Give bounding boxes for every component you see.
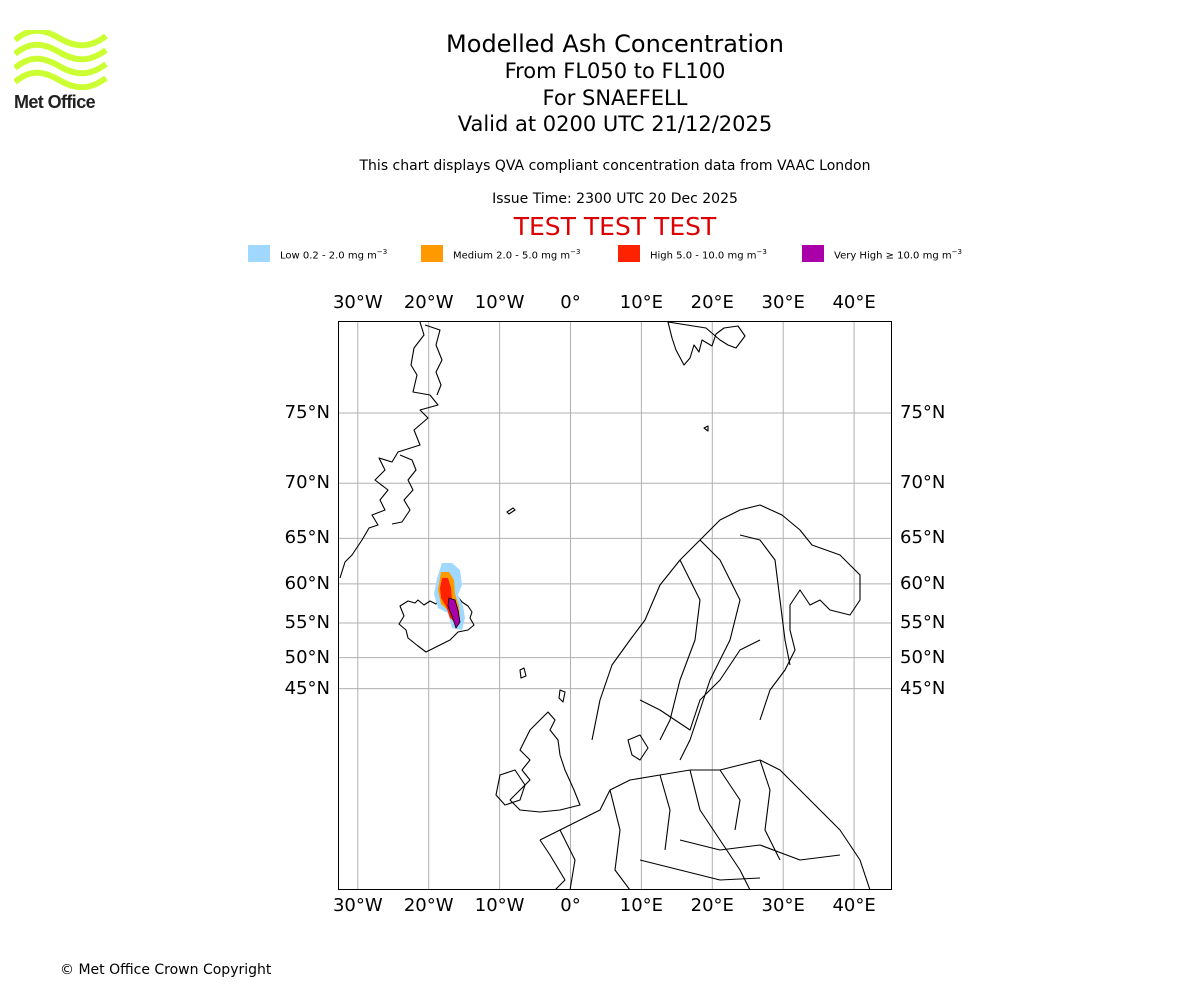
longitude-tick-label: 30°W xyxy=(332,292,383,313)
europe-coast xyxy=(539,759,871,890)
legend-swatch xyxy=(421,245,443,262)
bear-island xyxy=(703,425,709,432)
flight-level-range: From FL050 to FL100 xyxy=(504,59,726,83)
longitude-tick-label: 40°E xyxy=(832,292,876,313)
latitude-tick-label: 65°N xyxy=(900,527,946,549)
legend-label: High 5.0 - 10.0 mg m−3 xyxy=(650,248,767,262)
legend-swatch xyxy=(248,245,270,262)
longitude-tick-label: 30°W xyxy=(332,895,383,916)
issue-time: Issue Time: 2300 UTC 20 Dec 2025 xyxy=(492,191,738,207)
latitude-tick-label: 75°N xyxy=(900,402,946,423)
europe-borders xyxy=(559,759,841,890)
chart-title: Modelled Ash Concentration xyxy=(446,30,784,58)
ash-very-high xyxy=(447,597,461,629)
sweden-finland-border xyxy=(679,539,741,761)
qva-subtitle: This chart displays QVA compliant concen… xyxy=(359,158,871,174)
volcano-name: For SNAEFELL xyxy=(542,85,688,110)
latitude-tick-label: 50°N xyxy=(900,646,946,668)
great-britain xyxy=(509,711,581,813)
longitude-tick-label: 30°E xyxy=(761,895,805,916)
logo-text: Met Office xyxy=(14,92,96,112)
iberia-coast xyxy=(539,839,566,890)
map-frame xyxy=(338,321,892,890)
longitude-tick-label: 40°E xyxy=(832,895,876,916)
latitude-tick-label: 50°N xyxy=(284,646,330,668)
jan-mayen xyxy=(506,507,516,515)
greenland-coast xyxy=(339,321,439,579)
longitude-tick-label: 10°W xyxy=(474,292,525,313)
longitude-tick-label: 0° xyxy=(560,895,581,916)
longitude-tick-label: 20°W xyxy=(403,895,454,916)
legend-swatch xyxy=(802,245,824,262)
longitude-tick-label: 20°E xyxy=(690,895,734,916)
norway-sweden-border xyxy=(659,559,701,741)
iceland-coast xyxy=(398,596,475,653)
finland-border xyxy=(739,534,791,666)
latitude-tick-label: 65°N xyxy=(284,527,330,549)
longitude-tick-label: 0° xyxy=(560,292,581,313)
legend-label: Medium 2.0 - 5.0 mg m−3 xyxy=(453,248,581,262)
longitude-tick-label: 20°E xyxy=(690,292,734,313)
longitude-tick-label: 10°E xyxy=(619,292,664,313)
scandinavia-coast xyxy=(591,504,861,741)
latitude-tick-label: 75°N xyxy=(284,402,330,423)
shetland xyxy=(558,689,566,703)
ireland xyxy=(495,769,526,806)
legend-swatch xyxy=(618,245,640,262)
latitude-tick-label: 45°N xyxy=(900,677,946,699)
ash-plume xyxy=(434,563,465,630)
latitude-tick-label: 60°N xyxy=(900,572,946,594)
latitude-tick-label: 70°N xyxy=(284,472,330,494)
legend-label: Very High ≥ 10.0 mg m−3 xyxy=(834,248,962,262)
latitude-tick-label: 55°N xyxy=(284,612,330,634)
greenland-fjord xyxy=(391,454,417,525)
test-banner: TEST TEST TEST xyxy=(513,212,717,241)
longitude-tick-label: 10°E xyxy=(619,895,664,916)
denmark xyxy=(627,734,649,761)
greenland-fjord xyxy=(424,324,443,396)
copyright: © Met Office Crown Copyright xyxy=(60,962,272,978)
legend-label: Low 0.2 - 2.0 mg m−3 xyxy=(280,248,388,262)
met-office-waves-icon xyxy=(13,27,108,91)
svalbard-coast xyxy=(667,321,746,366)
coastlines xyxy=(339,321,871,890)
chart-title-block: Modelled Ash Concentration From FL050 to… xyxy=(315,30,915,138)
longitude-tick-label: 10°W xyxy=(474,895,525,916)
met-office-logo: Met Office xyxy=(13,27,109,112)
latitude-tick-label: 70°N xyxy=(900,472,946,494)
latitude-tick-label: 60°N xyxy=(284,572,330,594)
latitude-tick-label: 55°N xyxy=(900,612,946,634)
longitude-tick-label: 30°E xyxy=(761,292,805,313)
baltic-coast xyxy=(639,639,761,731)
faroe-islands xyxy=(519,667,527,679)
map-gridlines xyxy=(338,321,892,890)
valid-time: Valid at 0200 UTC 21/12/2025 xyxy=(457,112,773,136)
longitude-tick-label: 20°W xyxy=(403,292,454,313)
latitude-tick-label: 45°N xyxy=(284,677,330,699)
